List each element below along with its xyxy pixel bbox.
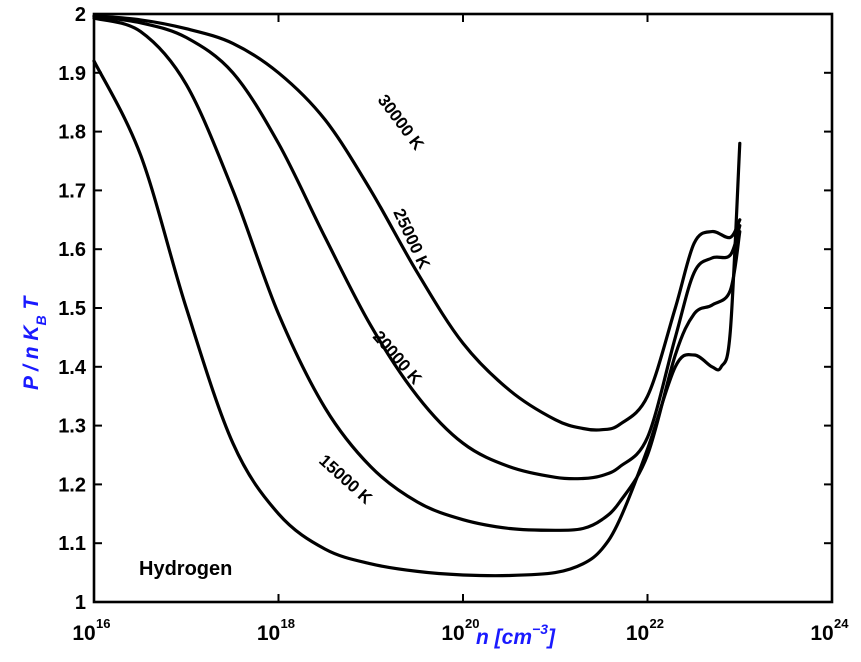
x-axis-label: n [cm−3] — [476, 621, 556, 649]
hydrogen-annotation: Hydrogen — [139, 558, 232, 580]
x-axis-label-end: ] — [546, 626, 556, 649]
series-line-1 — [92, 14, 742, 432]
y-tick-label: 2 — [75, 4, 86, 26]
series-line-2 — [92, 14, 742, 481]
x-tick-label: 10 — [626, 622, 649, 645]
y-tick-label: 1.7 — [58, 180, 86, 202]
x-axis-label-exponent: −3 — [532, 621, 548, 637]
y-axis-label: P / n KB T — [20, 294, 49, 390]
y-tick-label: 1.3 — [58, 416, 86, 438]
x-tick-exponent: 20 — [465, 616, 479, 631]
x-tick-exponent: 16 — [96, 616, 110, 631]
plot-background — [94, 14, 832, 602]
x-tick-label: 10 — [257, 622, 280, 645]
y-axis-label-subscript: B — [33, 315, 49, 325]
x-tick-label: 10 — [810, 622, 833, 645]
x-tick-label: 10 — [72, 622, 95, 645]
y-tick-label: 1.2 — [58, 474, 86, 496]
y-tick-label: 1.5 — [58, 298, 86, 320]
y-tick-label: 1.4 — [58, 357, 87, 379]
x-tick-exponent: 18 — [281, 616, 295, 631]
y-tick-label: 1.9 — [58, 63, 86, 85]
y-axis-label-main: P / n K — [20, 324, 43, 390]
x-axis-label-main: n [cm — [476, 626, 532, 649]
series-line-4 — [92, 59, 742, 578]
series-line-3 — [92, 16, 742, 532]
x-tick-exponent: 24 — [834, 616, 849, 631]
plot-frame — [92, 12, 834, 604]
x-tick-exponent: 22 — [650, 616, 664, 631]
y-axis-label-end: T — [20, 294, 43, 315]
y-tick-label: 1.8 — [58, 122, 86, 144]
y-tick-label: 1 — [75, 592, 86, 614]
x-tick-label: 10 — [441, 622, 464, 645]
y-tick-label: 1.1 — [58, 533, 86, 555]
y-tick-label: 1.6 — [58, 239, 86, 261]
series-layer — [92, 14, 742, 578]
